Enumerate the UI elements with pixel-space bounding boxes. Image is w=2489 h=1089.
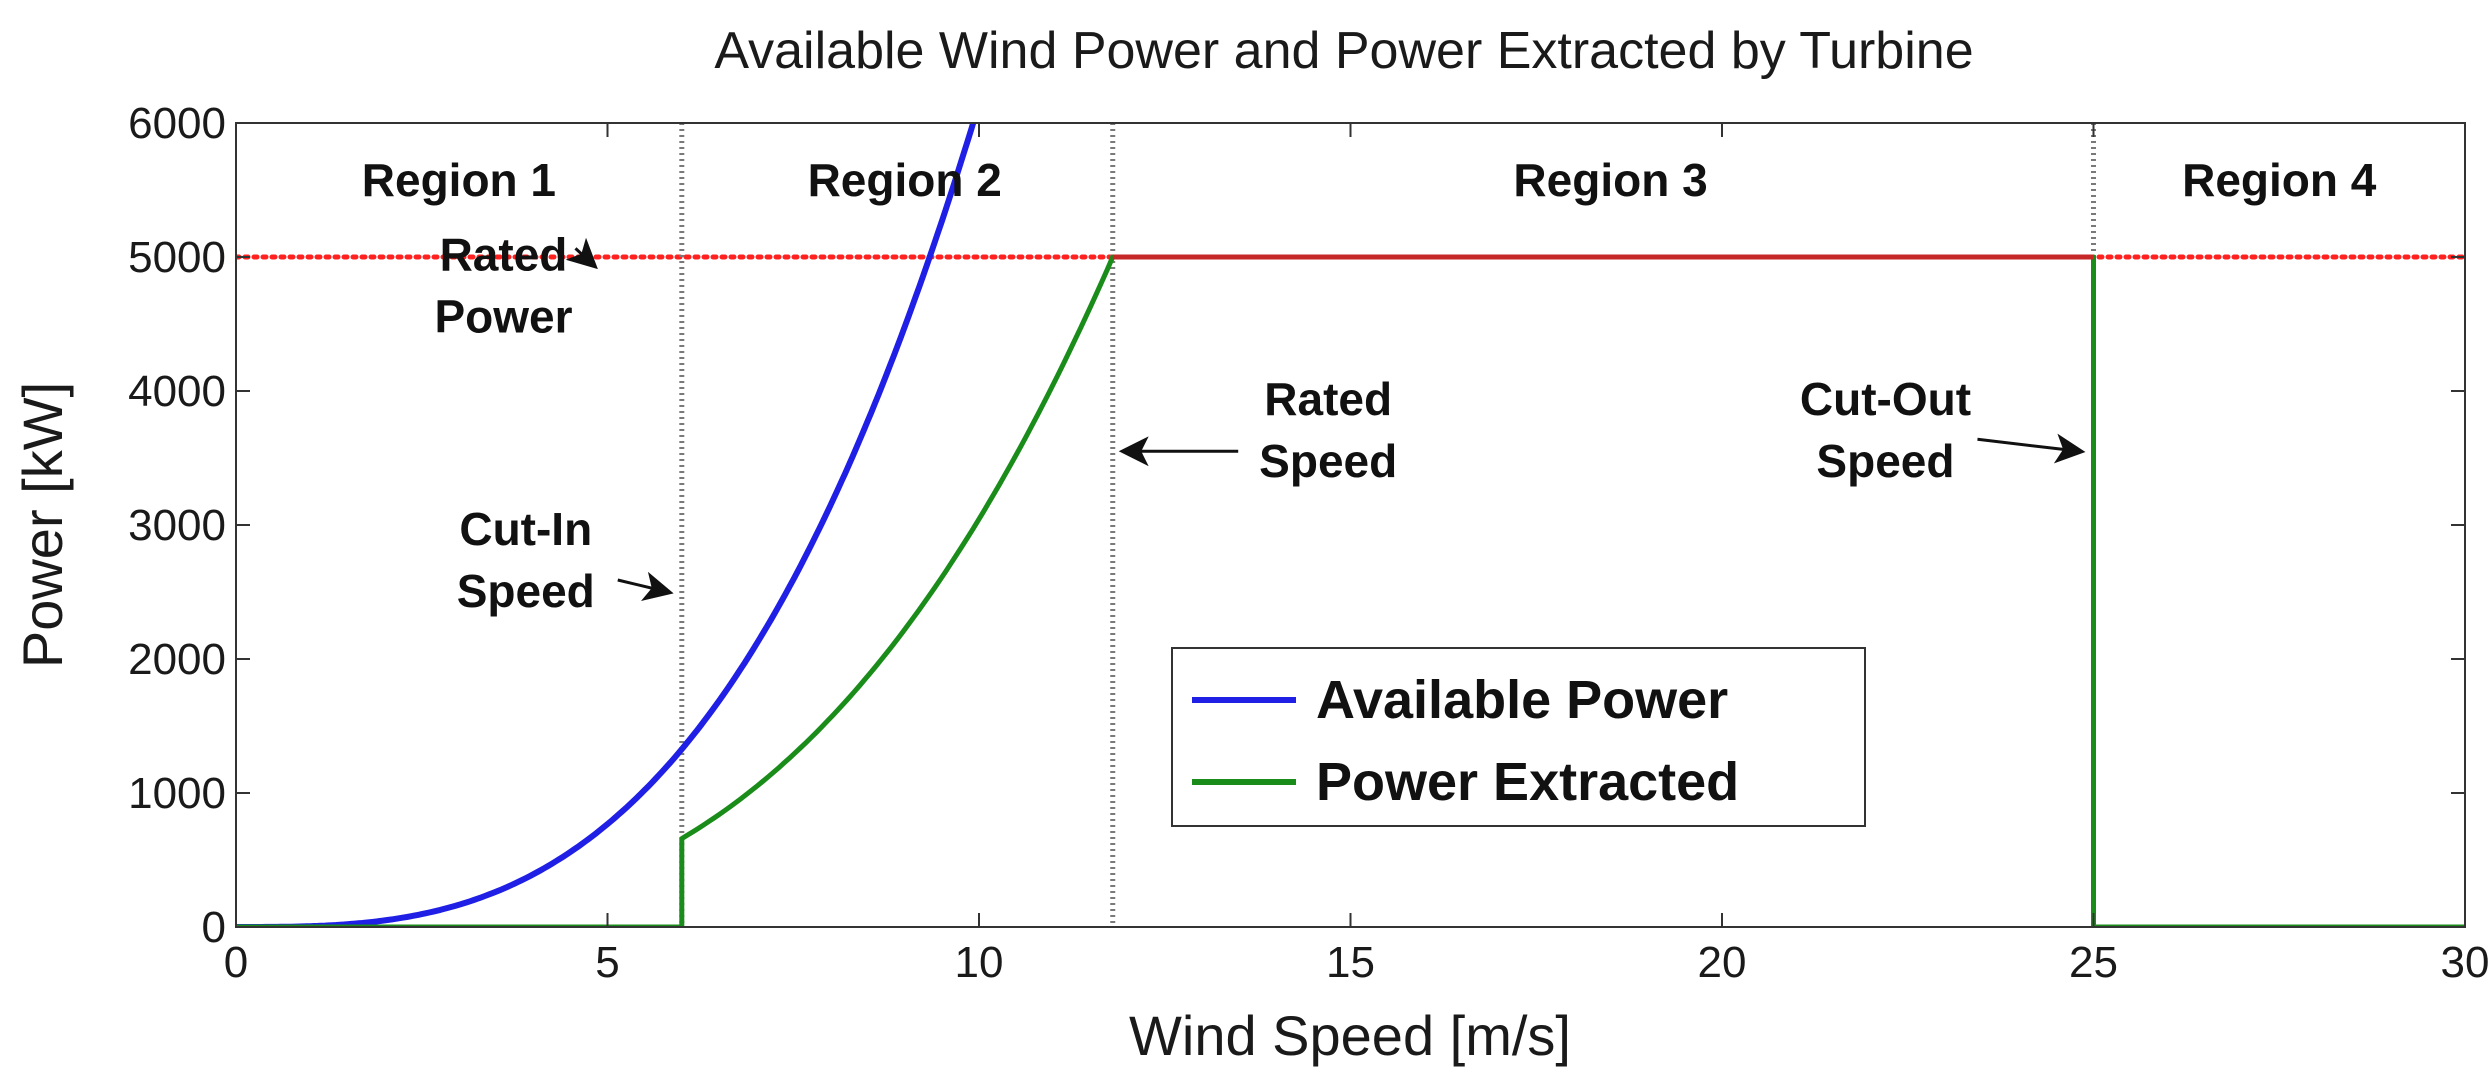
- annotation-arrow: [617, 571, 674, 601]
- annotation-text: Rated: [1264, 373, 1392, 425]
- y-tick-label: 1000: [128, 769, 226, 818]
- y-tick-label: 0: [202, 903, 226, 952]
- annotation-text: Cut-In: [459, 503, 592, 555]
- legend-box: [1171, 647, 1866, 827]
- legend-label-available-power: Available Power: [1316, 670, 1728, 730]
- x-axis-label: Wind Speed [m/s]: [1129, 1004, 1571, 1067]
- power-extracted-line: [236, 254, 2465, 927]
- region-label: Region 1: [362, 154, 556, 206]
- y-axis-label: Power [kW]: [11, 382, 74, 668]
- annotation-text: Speed: [1259, 435, 1397, 487]
- annotation-arrow: [1977, 433, 2086, 464]
- x-tick-label: 0: [224, 938, 248, 987]
- legend: Available Power Power Extracted: [1171, 647, 1866, 827]
- region-label: Region 2: [808, 154, 1002, 206]
- y-tick-label: 3000: [128, 501, 226, 550]
- y-tick-label: 6000: [128, 99, 226, 148]
- y-tick-label: 5000: [128, 233, 226, 282]
- annotation-text: Power: [434, 290, 572, 342]
- x-tick-label: 30: [2441, 938, 2489, 987]
- x-tick-label: 15: [1326, 938, 1375, 987]
- annotation: Rated Power: [434, 228, 598, 342]
- x-tick-label: 20: [1698, 938, 1747, 987]
- y-tick-label: 2000: [128, 635, 226, 684]
- legend-label-power-extracted: Power Extracted: [1316, 752, 1739, 812]
- x-tick-label: 5: [595, 938, 619, 987]
- annotation: Cut-Out Speed: [1800, 373, 2086, 487]
- annotation-text: Cut-Out: [1800, 373, 1971, 425]
- region-label: Region 4: [2182, 154, 2377, 206]
- region-label: Region 3: [1513, 154, 1707, 206]
- annotation: Cut-In Speed: [457, 503, 674, 617]
- x-tick-label: 10: [955, 938, 1004, 987]
- annotation-arrow: [565, 237, 598, 270]
- y-tick-label: 4000: [128, 367, 226, 416]
- x-tick-label: 25: [2069, 938, 2118, 987]
- annotation-text: Speed: [1816, 435, 1954, 487]
- annotation: Rated Speed: [1118, 373, 1397, 487]
- annotation-text: Speed: [457, 565, 595, 617]
- chart-title: Available Wind Power and Power Extracted…: [714, 22, 1973, 80]
- available-power-line: [236, 123, 977, 927]
- annotation-text: Rated: [440, 228, 568, 280]
